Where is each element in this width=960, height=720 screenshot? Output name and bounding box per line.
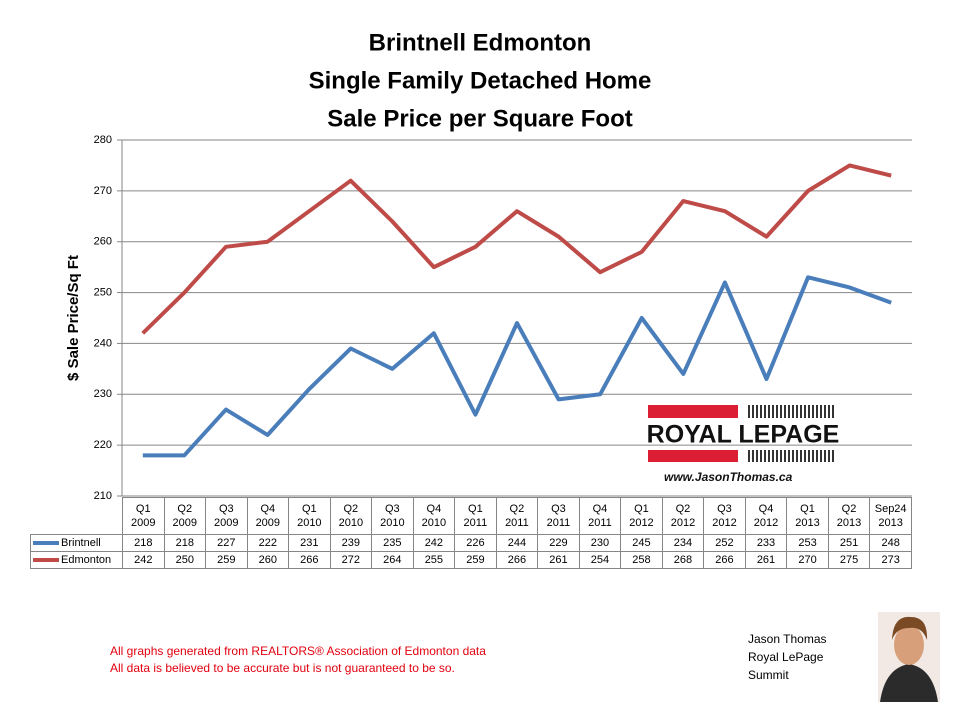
table-value: 253 — [786, 534, 829, 552]
logo: ROYAL LEPAGE www.JasonThomas.ca — [647, 405, 840, 484]
table-value: 227 — [205, 534, 248, 552]
table-value: 255 — [412, 551, 456, 569]
y-tick-label: 260 — [94, 236, 112, 248]
y-tick-label: 210 — [94, 490, 112, 502]
table-value: 235 — [371, 534, 414, 552]
table-value: 234 — [661, 534, 705, 552]
y-tick-label: 240 — [94, 337, 112, 349]
table-value: 242 — [412, 534, 456, 552]
table-value: 261 — [537, 551, 580, 569]
x-tick-label: Q1 2011 — [454, 497, 497, 535]
table-value: 230 — [578, 534, 622, 552]
table-value: 258 — [620, 551, 663, 569]
agent-info: Jason Thomas — [748, 632, 827, 646]
x-tick-label: Q4 2012 — [744, 497, 788, 535]
series-line — [142, 275, 892, 458]
footnote: All graphs generated from REALTORS® Asso… — [110, 644, 486, 658]
table-value: 261 — [744, 551, 788, 569]
x-tick-label: Sep24 2013 — [869, 497, 912, 535]
table-value: 226 — [454, 534, 497, 552]
logo-bar — [648, 450, 738, 462]
x-tick-label: Q2 2009 — [163, 497, 207, 535]
table-value: 248 — [869, 534, 912, 552]
table-value: 252 — [703, 534, 746, 552]
x-tick-label: Q3 2011 — [537, 497, 580, 535]
table-value: 264 — [371, 551, 414, 569]
table-value: 254 — [578, 551, 622, 569]
chart-title: Single Family Detached Home — [309, 67, 652, 94]
x-tick-label: Q2 2011 — [495, 497, 539, 535]
x-tick-label: Q4 2010 — [412, 497, 456, 535]
chart-title: Sale Price per Square Foot — [327, 105, 632, 132]
chart-title: Brintnell Edmonton — [369, 29, 592, 56]
table-value: 268 — [661, 551, 705, 569]
table-row: Brintnell 218 218 227 222 231 239 235 242 226 244 2… — [30, 534, 912, 552]
table-value: 245 — [620, 534, 663, 552]
legend-swatch — [33, 541, 59, 546]
logo-stripes — [746, 405, 836, 418]
table-value: 231 — [288, 534, 331, 552]
table-value: 272 — [329, 551, 373, 569]
x-tick-label: Q2 2013 — [827, 497, 871, 535]
logo-bar — [648, 405, 738, 418]
table-corner — [31, 498, 123, 535]
table-row: Edmonton 242 250 259 260 266 272 264 255 259 266 26… — [30, 551, 912, 569]
logo-stripes — [746, 450, 836, 462]
agent-info: Royal LePage — [748, 650, 824, 664]
table-value: 260 — [246, 551, 290, 569]
legend-swatch — [33, 558, 59, 563]
y-tick-label: 220 — [94, 439, 112, 451]
table-value: 251 — [827, 534, 871, 552]
table-value: 266 — [288, 551, 331, 569]
table-value: 275 — [827, 551, 871, 569]
footnote: All data is believed to be accurate but … — [110, 661, 455, 675]
logo-url: www.JasonThomas.ca — [664, 470, 793, 484]
series-line — [141, 163, 892, 335]
photo-hair — [892, 616, 928, 640]
x-tick-label: Q1 2013 — [786, 497, 829, 535]
x-tick-label: Q3 2012 — [703, 497, 746, 535]
legend-label: Brintnell — [61, 537, 101, 549]
x-tick-label: Q2 2012 — [661, 497, 705, 535]
x-tick-label: Q2 2010 — [329, 497, 373, 535]
photo-suit — [880, 664, 938, 702]
table-value: 250 — [163, 551, 207, 569]
x-tick-label: Q4 2009 — [246, 497, 290, 535]
photo-face — [894, 625, 924, 665]
table-value: 242 — [122, 551, 165, 569]
x-tick-label: Q4 2011 — [578, 497, 622, 535]
x-tick-label: Q3 2009 — [205, 497, 248, 535]
table-value: 259 — [205, 551, 248, 569]
table-value: 244 — [495, 534, 539, 552]
table-value: 239 — [329, 534, 373, 552]
x-tick-label: Q1 2012 — [620, 497, 663, 535]
y-tick-label: 270 — [94, 185, 112, 197]
table-value: 218 — [163, 534, 207, 552]
x-tick-label: Q1 2009 — [122, 497, 165, 535]
table-value: 222 — [246, 534, 290, 552]
legend-entry: Brintnell — [30, 534, 123, 552]
y-tick-label: 250 — [94, 286, 112, 298]
table-value: 266 — [495, 551, 539, 569]
legend-entry: Edmonton — [30, 551, 123, 569]
table-value: 218 — [122, 534, 165, 552]
table-value: 259 — [454, 551, 497, 569]
logo-brand: ROYAL LEPAGE — [647, 421, 840, 449]
y-tick-label: 230 — [94, 388, 112, 400]
agent-info: Summit — [748, 668, 789, 682]
table-value: 229 — [537, 534, 580, 552]
data-table: Q1 2009 Q2 2009 Q3 2009 Q4 2009 Q1 2010 Q2 20… — [30, 497, 912, 569]
y-tick-label: 280 — [94, 134, 112, 146]
agent-photo — [878, 612, 940, 702]
table-value: 266 — [703, 551, 746, 569]
x-tick-label: Q1 2010 — [288, 497, 331, 535]
table-value: 273 — [869, 551, 912, 569]
y-axis-label: $ Sale Price/Sq Ft — [65, 255, 82, 381]
x-tick-label: Q3 2010 — [371, 497, 414, 535]
table-value: 233 — [744, 534, 788, 552]
legend-label: Edmonton — [61, 554, 112, 566]
table-value: 270 — [786, 551, 829, 569]
